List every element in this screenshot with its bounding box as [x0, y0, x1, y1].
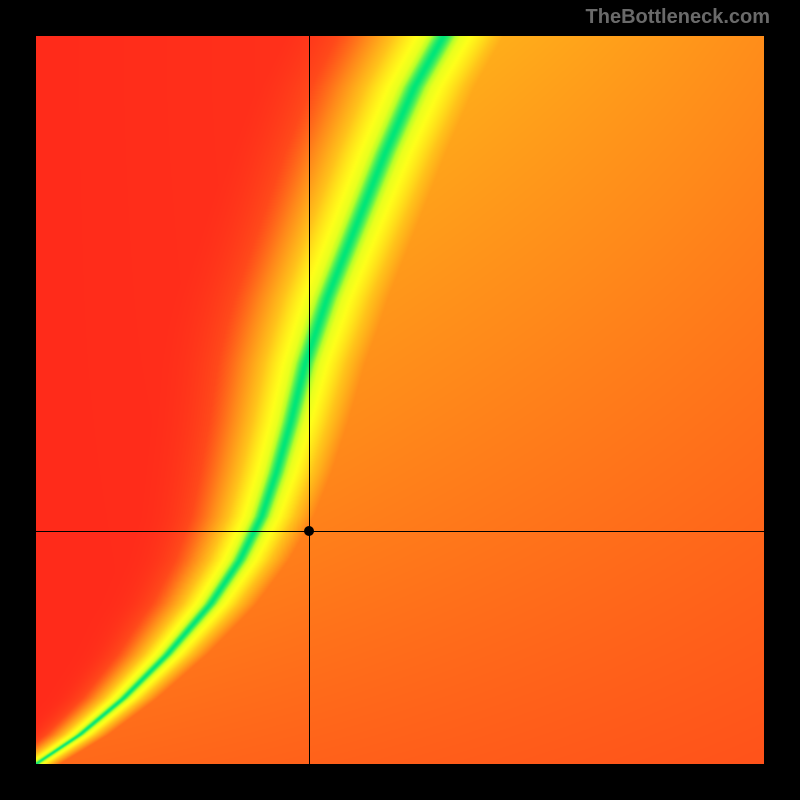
crosshair-vertical — [309, 36, 310, 764]
crosshair-marker-dot — [304, 526, 314, 536]
heatmap-plot — [36, 36, 764, 764]
watermark-text: TheBottleneck.com — [586, 6, 770, 29]
crosshair-horizontal — [36, 531, 764, 532]
heatmap-canvas — [36, 36, 764, 764]
